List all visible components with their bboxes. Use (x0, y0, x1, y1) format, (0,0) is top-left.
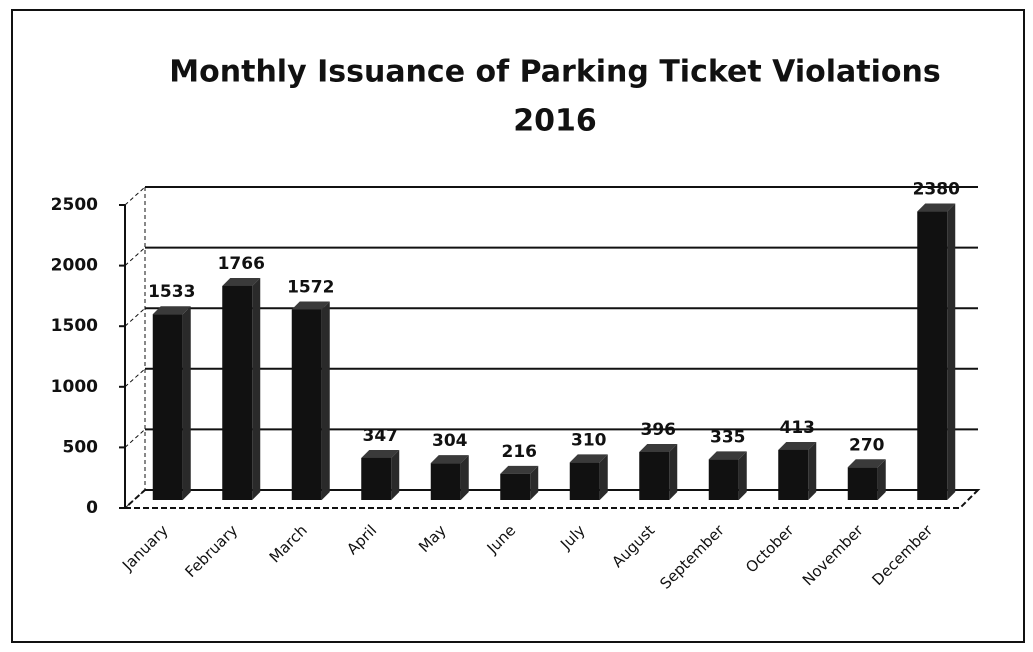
bar-front (291, 309, 322, 500)
y-tick-label: 1000 (51, 377, 98, 397)
bar-side (460, 455, 469, 500)
bar-front (778, 449, 809, 500)
data-label: 1572 (287, 277, 334, 297)
bar-front (430, 463, 461, 500)
bar-top (847, 459, 886, 468)
data-label: 216 (502, 442, 538, 462)
bar-top (708, 451, 747, 460)
bar-front (917, 211, 948, 500)
y-tick-label: 0 (86, 498, 98, 518)
bar-front (569, 462, 600, 500)
x-tick-label: April (343, 521, 380, 558)
bar-side (738, 451, 747, 500)
data-label: 270 (849, 435, 885, 455)
bar (291, 301, 330, 500)
data-label: 2380 (913, 180, 960, 200)
y-tick-label: 2500 (51, 195, 98, 215)
x-tick-label: November (799, 521, 867, 589)
bar (430, 455, 469, 500)
bar-top (917, 203, 956, 212)
y-tick-label: 500 (63, 437, 99, 457)
x-tick-label: January (118, 521, 172, 575)
y-tick-label: 2000 (51, 256, 98, 276)
data-label: 304 (432, 431, 468, 451)
chart-subtitle: 2016 (513, 104, 597, 139)
bar-front (500, 473, 531, 500)
bar (361, 449, 400, 500)
bar (917, 203, 956, 500)
depth-line (124, 307, 146, 327)
bar-top (222, 277, 261, 286)
bar-side (669, 444, 678, 500)
bar-top (152, 306, 191, 315)
bar-side (321, 301, 330, 500)
bar-side (530, 465, 539, 500)
x-tick-label: October (742, 521, 798, 577)
data-label: 347 (363, 426, 399, 446)
x-tick-label: August (608, 521, 658, 571)
bar (222, 277, 261, 500)
bar-top (639, 444, 678, 453)
data-label: 413 (780, 418, 816, 438)
depth-line (124, 368, 146, 388)
bar-top (500, 465, 539, 474)
bar-side (391, 449, 400, 500)
bar (569, 454, 608, 500)
data-label: 1766 (218, 254, 265, 274)
data-label: 335 (710, 427, 746, 447)
data-label: 1533 (148, 282, 195, 302)
bar (500, 465, 539, 500)
x-tick-label: March (266, 521, 311, 566)
bar (847, 459, 886, 500)
bar-front (847, 467, 878, 500)
bar-top (291, 301, 330, 310)
x-tick-label: September (656, 521, 728, 593)
x-tick-label: July (556, 521, 589, 554)
bar (639, 444, 678, 500)
bar-front (708, 459, 739, 500)
chart-title: Monthly Issuance of Parking Ticket Viola… (169, 55, 940, 90)
bar-side (252, 277, 261, 500)
bar-side (599, 454, 608, 500)
x-tick-label: December (869, 521, 937, 589)
bar-top (430, 455, 469, 464)
x-tick-label: May (415, 521, 450, 556)
depth-line (124, 429, 146, 448)
depth-line (124, 247, 146, 266)
bar-side (182, 306, 191, 500)
x-tick-label: June (483, 521, 520, 558)
bar-top (361, 449, 400, 458)
data-label: 396 (641, 420, 677, 440)
bar (152, 306, 191, 500)
bar-front (222, 285, 253, 500)
depth-line (124, 186, 146, 206)
depth-line (124, 489, 146, 509)
frame (11, 9, 1025, 643)
bar-front (152, 314, 183, 500)
bar-side (947, 203, 956, 500)
bar-front (639, 452, 670, 500)
bar-front (361, 457, 392, 500)
y-tick-label: 1500 (51, 316, 98, 336)
bar-top (778, 441, 817, 450)
x-tick-label: February (182, 521, 242, 581)
bar-top (569, 454, 608, 463)
bar (708, 451, 747, 500)
bar (778, 441, 817, 500)
bar-side (877, 459, 886, 500)
bar-side (808, 441, 817, 500)
data-label: 310 (571, 430, 607, 450)
